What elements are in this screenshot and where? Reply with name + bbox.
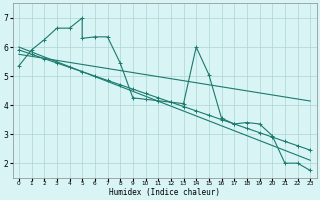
X-axis label: Humidex (Indice chaleur): Humidex (Indice chaleur) — [109, 188, 220, 197]
